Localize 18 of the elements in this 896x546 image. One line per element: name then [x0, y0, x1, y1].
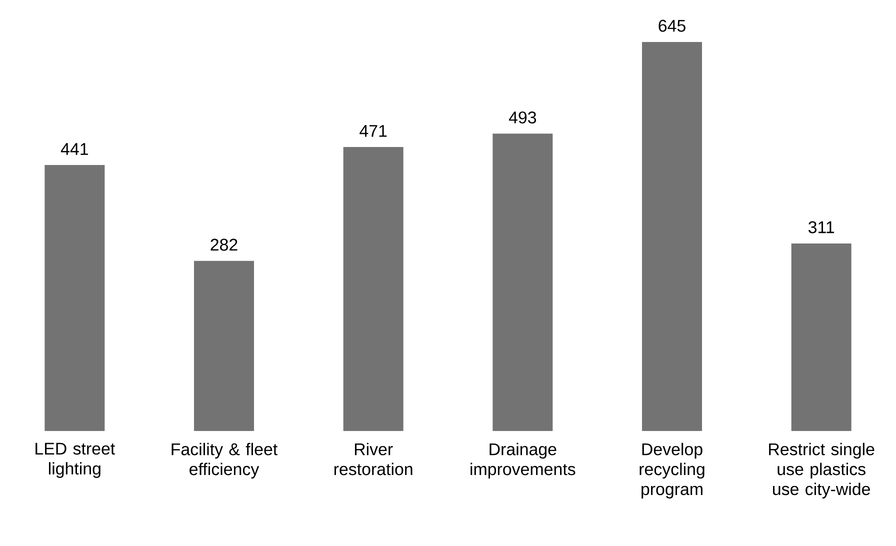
data-label: 493 [508, 111, 536, 124]
x-tick-label: Develop recycling program [640, 442, 704, 498]
data-label: 311 [808, 221, 834, 234]
bar [343, 146, 404, 431]
data-label: 645 [658, 20, 686, 32]
data-label: 441 [60, 143, 88, 155]
bar [492, 134, 553, 431]
bar [791, 243, 852, 431]
x-tick-label: Facility & fleet efficiency [172, 442, 278, 479]
x-tick-label: LED street lighting [36, 442, 115, 478]
bar [44, 165, 105, 431]
data-label: 471 [360, 125, 387, 137]
bar [642, 42, 702, 431]
data-label: 282 [210, 238, 238, 251]
x-tick-label: River restoration [334, 442, 412, 476]
x-tick-label: Restrict single use plastics use city-wide [769, 442, 874, 498]
bar [194, 260, 254, 431]
x-tick-label: Drainage improvements [470, 442, 576, 479]
